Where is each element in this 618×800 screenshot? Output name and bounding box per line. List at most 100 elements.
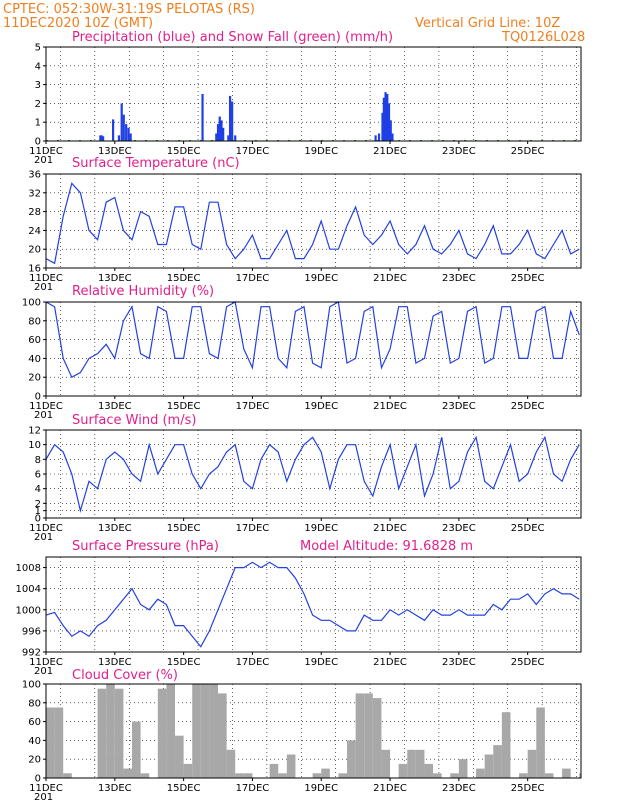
pressure-ytick-label: 1008: [16, 563, 41, 574]
temperature-ytick-label: 28: [28, 207, 41, 218]
humidity-panel: Relative Humidity (%) 0 20 40 60 80 100 11DEC 1…: [22, 284, 582, 421]
cloud-bar: [415, 749, 425, 778]
header-grid-note: Vertical Grid Line: 10Z: [415, 16, 560, 31]
humidity-ytick-label: 20: [28, 373, 41, 384]
precip-bar: [216, 124, 220, 141]
wind-xtick-label: 21DEC: [373, 523, 407, 534]
wind-ytick-label: 12: [28, 426, 41, 437]
precipitation-ytick-label: 5: [35, 43, 41, 54]
humidity-xtick-label: 15DEC: [167, 401, 201, 412]
precip-bar: [201, 94, 204, 141]
wind-xtick-label: 13DEC: [98, 523, 132, 534]
precip-bar: [127, 127, 130, 141]
precipitation-panel: Precipitation (blue) and Snow Fall (gree…: [29, 30, 582, 166]
humidity-ytick-label: 40: [28, 354, 41, 365]
cloud-bar: [54, 707, 64, 778]
cloud-bar: [97, 688, 107, 778]
precip-bar: [377, 133, 381, 141]
temperature-xtick-label: 15DEC: [167, 273, 201, 284]
cloud-bar: [175, 735, 184, 778]
precip-bar: [117, 135, 121, 141]
wind-ytick-label: 8: [35, 455, 41, 466]
cloud-bar: [123, 768, 133, 778]
cloud-bar: [209, 684, 219, 778]
pressure-xtick-label: 17DEC: [236, 657, 270, 668]
header-run-time: 11DEC2020 10Z (GMT): [3, 16, 153, 31]
humidity-ytick-label: 0: [35, 392, 41, 403]
pressure-xtick-label: 23DEC: [442, 657, 476, 668]
temperature-xtick-label: 13DEC: [98, 273, 132, 284]
cloud-bar: [166, 684, 176, 778]
pressure-xtick-label: 19DEC: [304, 657, 338, 668]
precip-bar: [381, 112, 384, 141]
wind-ytick-label: 1: [35, 506, 41, 517]
precip-bar: [387, 103, 391, 141]
cloud-bar: [484, 754, 494, 778]
humidity-ytick-label: 100: [22, 298, 41, 309]
humidity-title: Relative Humidity (%): [72, 284, 214, 299]
pressure-frame: [45, 556, 582, 653]
precipitation-xtick-label: 11DEC: [29, 146, 63, 157]
cloud-cover-ytick-label: 60: [28, 717, 41, 728]
cloud-bar: [450, 773, 459, 778]
cloud-bar: [493, 745, 502, 778]
temperature-ytick-label: 16: [28, 264, 41, 275]
cloud-bar: [562, 768, 571, 778]
precip-bar: [391, 133, 394, 141]
cloud-cover-ytick-label: 0: [35, 774, 41, 785]
humidity-year-stub: 201: [34, 410, 53, 421]
cloud-bar: [106, 684, 115, 778]
cloud-cover-xtick-label: 11DEC: [29, 783, 63, 794]
precip-bar: [120, 103, 123, 141]
temperature-xtick-label: 23DEC: [442, 273, 476, 284]
precip-bar: [99, 135, 102, 141]
wind-title: Surface Wind (m/s): [72, 413, 196, 428]
wind-ytick-label: 6: [35, 470, 41, 481]
temperature-xtick-label: 25DEC: [511, 273, 545, 284]
wind-frame: [45, 429, 582, 519]
humidity-xtick-label: 17DEC: [236, 401, 270, 412]
cloud-bar: [321, 768, 330, 778]
cloud-bar: [46, 707, 55, 778]
humidity-ytick-label: 80: [28, 316, 41, 327]
cloud-cover-ytick-label: 80: [28, 698, 41, 709]
pressure-ytick-label: 1004: [16, 584, 41, 595]
humidity-xtick-label: 19DEC: [304, 401, 338, 412]
precipitation-ytick-label: 3: [35, 80, 41, 91]
cloud-cover-title: Cloud Cover (%): [72, 668, 178, 683]
pressure-xtick-label: 15DEC: [167, 657, 201, 668]
wind-xtick-label: 25DEC: [511, 523, 545, 534]
precipitation-xtick-label: 23DEC: [442, 146, 476, 157]
cloud-bar: [536, 707, 545, 778]
cloud-bar: [424, 763, 434, 778]
precip-bar: [384, 92, 387, 141]
header-model-id: TQ0126L028: [501, 30, 585, 45]
wind-ytick-label: 2: [35, 499, 41, 510]
cloud-bar: [355, 693, 365, 778]
cloud-bar: [218, 693, 227, 778]
precipitation-xtick-label: 19DEC: [304, 146, 338, 157]
precip-bar: [227, 135, 230, 141]
temperature-panel: Surface Temperature (nC) 16 20 24 28 32 36 11D…: [28, 156, 582, 293]
precip-bar: [222, 127, 225, 141]
cloud-bar: [501, 712, 511, 778]
model-altitude-note: Model Altitude: 91.6828 m: [300, 539, 473, 554]
pressure-panel: Surface Pressure (hPa) Model Altitude: 9…: [16, 539, 582, 677]
precipitation-ytick-label: 4: [35, 61, 41, 72]
wind-ytick-label: 4: [35, 484, 41, 495]
pressure-ytick-label: 996: [22, 626, 41, 637]
precipitation-ytick-label: 1: [35, 118, 41, 129]
header-location: CPTEC: 052:30W-31:19S PELOTAS (RS): [3, 2, 255, 17]
cloud-bar: [372, 698, 382, 778]
humidity-xtick-label: 25DEC: [511, 401, 545, 412]
cloud-cover-xtick-label: 19DEC: [304, 783, 338, 794]
humidity-xtick-label: 21DEC: [373, 401, 407, 412]
cloud-cover-xtick-label: 15DEC: [167, 783, 201, 794]
cloud-cover-xtick-label: 13DEC: [98, 783, 132, 794]
pressure-year-stub: 201: [34, 666, 53, 677]
precip-bar: [102, 136, 105, 141]
cloud-bar: [398, 763, 408, 778]
temperature-xtick-label: 21DEC: [373, 273, 407, 284]
cloud-bar: [114, 688, 124, 778]
